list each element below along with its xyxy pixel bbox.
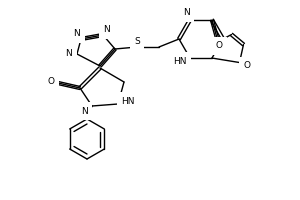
Text: HN: HN xyxy=(173,57,187,66)
Text: O: O xyxy=(215,41,223,50)
Text: N: N xyxy=(66,49,72,58)
Text: HN: HN xyxy=(121,97,135,106)
Text: N: N xyxy=(103,25,110,34)
Text: O: O xyxy=(244,61,251,70)
Text: S: S xyxy=(134,36,140,46)
Text: N: N xyxy=(183,8,189,17)
Text: N: N xyxy=(74,29,80,38)
Text: O: O xyxy=(47,76,55,86)
Text: N: N xyxy=(81,106,87,116)
